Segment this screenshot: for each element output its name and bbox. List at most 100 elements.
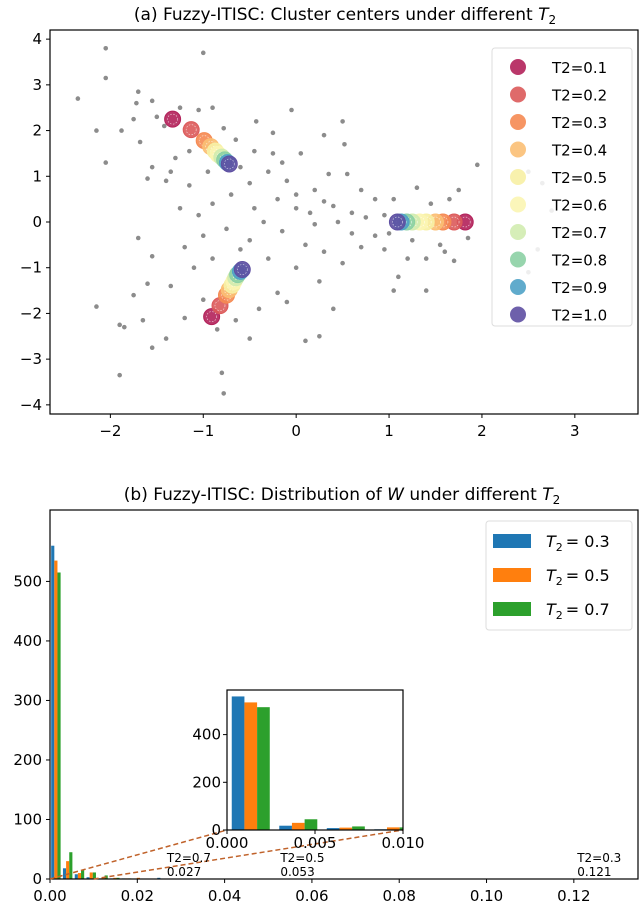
data-point bbox=[317, 333, 322, 339]
cluster-center-ring bbox=[167, 113, 178, 125]
legend-label: T2=0.8 bbox=[551, 252, 607, 270]
y-tick-label: −1 bbox=[20, 259, 42, 277]
data-point bbox=[238, 164, 243, 170]
annotation-label: T2=0.5 bbox=[279, 851, 324, 865]
histogram-bar bbox=[86, 877, 90, 879]
cluster-center-ring bbox=[185, 124, 197, 135]
inset-bar bbox=[231, 696, 245, 830]
data-point bbox=[423, 288, 429, 293]
histogram-bar bbox=[81, 870, 85, 879]
data-point bbox=[349, 231, 355, 236]
data-point bbox=[145, 281, 150, 287]
data-point bbox=[252, 148, 257, 154]
data-point bbox=[168, 169, 174, 175]
legend-sub: 2 bbox=[556, 609, 563, 622]
data-point bbox=[140, 317, 146, 323]
inset-x-tick-label: 0.000 bbox=[206, 834, 249, 852]
zoom-connector-line bbox=[93, 829, 404, 880]
data-point bbox=[414, 185, 420, 191]
legend-marker bbox=[510, 86, 526, 103]
cluster-center-ring bbox=[214, 300, 226, 311]
title-text: (b) Fuzzy-ITISC: Distribution of bbox=[124, 485, 387, 505]
data-point bbox=[279, 160, 285, 165]
y-tick-label: 100 bbox=[13, 810, 42, 828]
y-tick-label: 0 bbox=[32, 213, 42, 231]
zoom-connector-line bbox=[49, 829, 228, 880]
x-tick-label: 1 bbox=[384, 422, 394, 440]
data-point bbox=[214, 327, 220, 332]
legend-a bbox=[491, 47, 633, 327]
cluster-center bbox=[182, 121, 200, 139]
data-point bbox=[233, 137, 239, 143]
data-point bbox=[265, 256, 271, 261]
data-point bbox=[103, 160, 109, 165]
x-tick-label: 0 bbox=[291, 422, 301, 440]
y-tick-label: 400 bbox=[13, 632, 42, 650]
data-point bbox=[135, 235, 141, 241]
data-point bbox=[321, 132, 327, 138]
data-point bbox=[321, 249, 327, 255]
chart-b-frame bbox=[49, 509, 639, 880]
legend-label: T2=0.5 bbox=[551, 169, 607, 187]
data-point bbox=[451, 258, 457, 264]
inset-y-tick-label: 200 bbox=[192, 773, 221, 791]
data-point bbox=[307, 210, 313, 216]
data-point bbox=[442, 249, 448, 255]
x-tick-label: 0.10 bbox=[470, 887, 503, 905]
x-tick-label: 2 bbox=[477, 422, 487, 440]
data-point bbox=[224, 226, 229, 232]
annotation-label: T2=0.3 bbox=[576, 851, 621, 865]
data-point bbox=[293, 205, 299, 211]
cluster-center bbox=[233, 261, 251, 279]
title-text: (a) Fuzzy-ITISC: Cluster centers under d… bbox=[134, 5, 538, 25]
legend-label: T2=0.4 bbox=[551, 142, 607, 160]
data-point bbox=[145, 176, 150, 181]
data-point bbox=[253, 119, 259, 124]
inset-bar bbox=[244, 702, 258, 830]
data-point bbox=[437, 242, 443, 248]
data-point bbox=[372, 233, 378, 239]
legend-label: T2 = 0.5 bbox=[546, 566, 610, 588]
annotation-value: 0.053 bbox=[280, 865, 314, 879]
inset-bar bbox=[304, 819, 318, 830]
inset-x-tick-label: 0.005 bbox=[294, 834, 337, 852]
data-point bbox=[289, 107, 294, 113]
legend-marker bbox=[510, 169, 526, 185]
legend-label: T2=0.3 bbox=[551, 114, 607, 132]
legend-swatch bbox=[493, 602, 531, 616]
inset-bar bbox=[291, 822, 305, 830]
cluster-center-ring bbox=[206, 311, 217, 322]
data-point bbox=[423, 256, 429, 261]
data-point bbox=[247, 237, 253, 243]
data-point bbox=[293, 265, 299, 271]
legend-marker bbox=[510, 306, 526, 323]
annotation-value: 0.027 bbox=[167, 865, 201, 879]
data-point bbox=[391, 196, 396, 202]
data-point bbox=[163, 336, 169, 341]
data-point bbox=[122, 324, 127, 330]
data-point bbox=[187, 183, 192, 188]
x-tick-label: 0.04 bbox=[208, 887, 241, 905]
data-point bbox=[210, 201, 215, 207]
data-point bbox=[163, 178, 169, 184]
data-point bbox=[428, 201, 434, 207]
data-point bbox=[326, 171, 331, 177]
x-tick-label: 0.02 bbox=[121, 887, 154, 905]
inset-bar bbox=[279, 825, 292, 830]
data-point bbox=[303, 338, 308, 344]
inset-bar bbox=[257, 707, 270, 830]
data-point bbox=[191, 265, 197, 271]
legend-label: T2 = 0.7 bbox=[546, 600, 610, 622]
legend-marker bbox=[510, 251, 526, 268]
data-point bbox=[344, 171, 350, 177]
data-point bbox=[94, 128, 99, 133]
x-tick-label: 0.06 bbox=[295, 887, 328, 905]
legend-math: T bbox=[546, 566, 557, 585]
legend-swatch bbox=[493, 568, 531, 582]
inset-y-tick-label: 400 bbox=[192, 726, 221, 744]
annotation-label: T2=0.7 bbox=[166, 851, 211, 865]
data-point bbox=[303, 242, 308, 248]
histogram-bar bbox=[51, 545, 55, 879]
data-point bbox=[358, 187, 364, 193]
